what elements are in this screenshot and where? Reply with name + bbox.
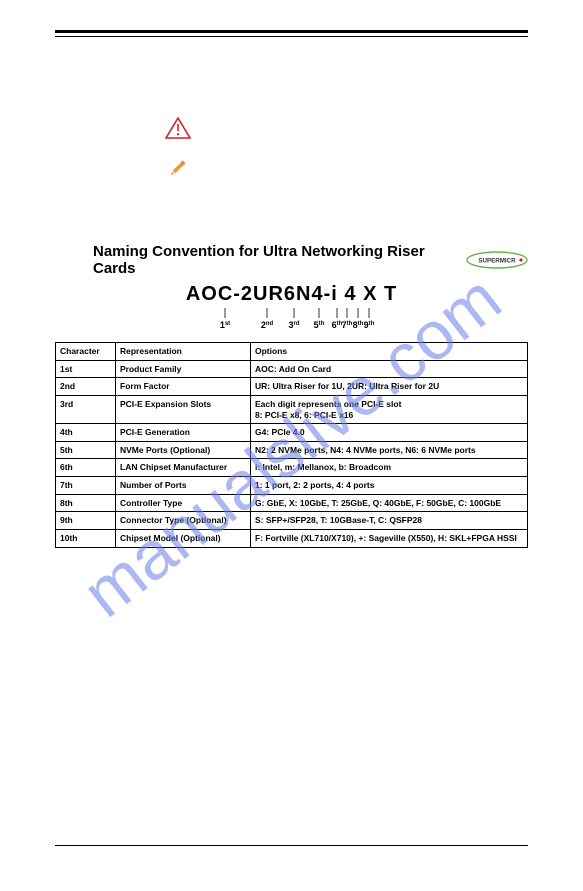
cell-character: 2nd (56, 378, 116, 396)
cell-character: 5th (56, 441, 116, 459)
table-header-row: Character Representation Options (56, 343, 528, 361)
cell-options: i: Intel, m: Mellanox, b: Broadcom (251, 459, 528, 477)
naming-section: Naming Convention for Ultra Networking R… (55, 243, 528, 548)
top-rule (55, 30, 528, 37)
cell-character: 1st (56, 360, 116, 378)
cell-representation: LAN Chipset Manufacturer (116, 459, 251, 477)
warning-row (55, 117, 528, 139)
table-row: 10thChipset Model (Optional)F: Fortville… (56, 529, 528, 547)
cell-representation: NVMe Ports (Optional) (116, 441, 251, 459)
table-row: 1stProduct FamilyAOC: Add On Card (56, 360, 528, 378)
bottom-rule (55, 845, 528, 846)
header-character: Character (56, 343, 116, 361)
table-row: 3rdPCI-E Expansion SlotsEach digit repre… (56, 395, 528, 423)
cell-character: 3rd (56, 395, 116, 423)
cell-options: Each digit represents one PCI-E slot8: P… (251, 395, 528, 423)
table-row: 9thConnector Type (Optional)S: SFP+/SFP2… (56, 512, 528, 530)
naming-title: Naming Convention for Ultra Networking R… (93, 243, 466, 277)
cell-character: 10th (56, 529, 116, 547)
cell-representation: Controller Type (116, 494, 251, 512)
table-row: 4thPCI-E GenerationG4: PCIe 4.0 (56, 424, 528, 442)
page: Naming Convention for Ultra Networking R… (0, 0, 583, 891)
cell-representation: Chipset Model (Optional) (116, 529, 251, 547)
cell-options: N2: 2 NVMe ports, N4: 4 NVMe ports, N6: … (251, 441, 528, 459)
cell-character: 9th (56, 512, 116, 530)
product-code: AOC-2UR6N4-i 4 X T (55, 283, 528, 306)
naming-header-row: Naming Convention for Ultra Networking R… (55, 243, 528, 277)
table-row: 6thLAN Chipset Manufactureri: Intel, m: … (56, 459, 528, 477)
cell-options: G: GbE, X: 10GbE, T: 25GbE, Q: 40GbE, F:… (251, 494, 528, 512)
table-row: 7thNumber of Ports1: 1 port, 2: 2 ports,… (56, 477, 528, 495)
cell-character: 6th (56, 459, 116, 477)
header-representation: Representation (116, 343, 251, 361)
cell-representation: PCI-E Generation (116, 424, 251, 442)
cell-options: F: Fortville (XL710/X710), +: Sageville … (251, 529, 528, 547)
cell-options: S: SFP+/SFP28, T: 10GBase-T, C: QSFP28 (251, 512, 528, 530)
cell-options: AOC: Add On Card (251, 360, 528, 378)
supermicro-logo: SUPERMICR (466, 251, 528, 269)
cell-representation: Product Family (116, 360, 251, 378)
cell-character: 8th (56, 494, 116, 512)
cell-character: 4th (56, 424, 116, 442)
table-row: 8thController TypeG: GbE, X: 10GbE, T: 2… (56, 494, 528, 512)
cell-representation: PCI-E Expansion Slots (116, 395, 251, 423)
svg-text:3rd: 3rd (288, 320, 299, 330)
cell-representation: Connector Type (Optional) (116, 512, 251, 530)
cell-options: 1: 1 port, 2: 2 ports, 4: 4 ports (251, 477, 528, 495)
pencil-icon (165, 157, 189, 181)
convention-table: Character Representation Options 1stProd… (55, 342, 528, 548)
svg-text:5th: 5th (314, 320, 325, 330)
warning-icon (165, 117, 191, 139)
svg-text:9th: 9th (364, 320, 375, 330)
cell-representation: Number of Ports (116, 477, 251, 495)
cell-options: G4: PCIe 4.0 (251, 424, 528, 442)
table-row: 2ndForm FactorUR: Ultra Riser for 1U, 2U… (56, 378, 528, 396)
note-row (55, 157, 528, 181)
cell-character: 7th (56, 477, 116, 495)
header-options: Options (251, 343, 528, 361)
svg-text:1st: 1st (220, 320, 230, 330)
ordinal-pointers: 1st 2nd 3rd 5th 6th 7th 8th 9th (55, 308, 528, 336)
svg-text:2nd: 2nd (261, 320, 274, 330)
svg-text:8th: 8th (353, 320, 364, 330)
cell-options: UR: Ultra Riser for 1U, 2UR: Ultra Riser… (251, 378, 528, 396)
table-row: 5thNVMe Ports (Optional)N2: 2 NVMe ports… (56, 441, 528, 459)
svg-text:SUPERMICR: SUPERMICR (478, 258, 516, 265)
svg-text:7th: 7th (342, 320, 353, 330)
cell-representation: Form Factor (116, 378, 251, 396)
